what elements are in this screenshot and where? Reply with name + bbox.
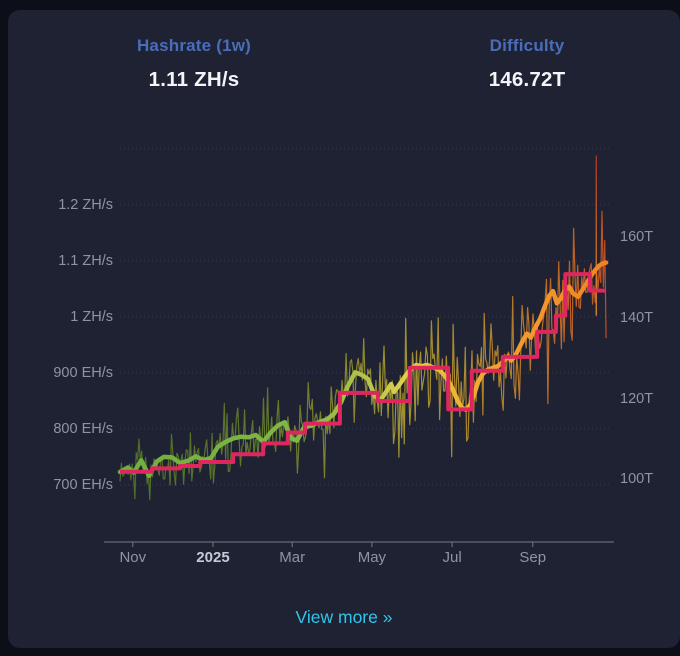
view-more-link[interactable]: View more »: [295, 607, 393, 627]
difficulty-step-line: [120, 272, 607, 474]
hashrate-value: 1.11 ZH/s: [148, 68, 240, 91]
difficulty-label[interactable]: Difficulty: [489, 36, 565, 55]
hashrate-stat: Hashrate (1w) 1.11 ZH/s: [74, 36, 314, 92]
difficulty-stat: Difficulty 146.72T: [407, 36, 647, 92]
hashrate-label[interactable]: Hashrate (1w): [136, 36, 252, 55]
difficulty-value: 146.72T: [488, 68, 566, 91]
